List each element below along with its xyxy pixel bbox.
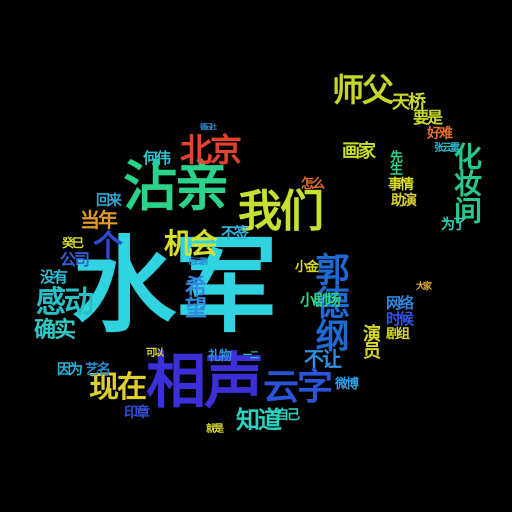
word-yanyuan: 演员: [360, 324, 381, 358]
word-beijing: 北京: [180, 131, 242, 169]
word-guodegang: 郭德纲: [309, 252, 349, 351]
word-yinzhang: 印章: [124, 405, 150, 421]
word-juzu: 剧组: [386, 327, 410, 342]
word-yaoshi: 要是: [413, 108, 443, 127]
word-haonan: 好难: [427, 126, 453, 142]
word-huazhuangjian: 化妆间: [450, 142, 483, 223]
word-shuijun: 水军: [72, 225, 278, 347]
word-shifu: 师父: [332, 71, 394, 109]
word-burang: 不让: [304, 347, 342, 371]
word-keyi: 可以: [146, 348, 164, 359]
word-yier: 一二: [243, 351, 259, 361]
word-zhangyunlei: 张云雷: [434, 143, 460, 154]
word-yueyunpeng: 岳云鹏: [188, 257, 208, 266]
word-xiwang: 希望: [181, 275, 206, 317]
word-dangnian: 当年: [80, 208, 118, 232]
word-shiqing: 事情: [388, 177, 414, 193]
word-yunzi: 云字: [263, 367, 333, 408]
word-buqian: 不签: [221, 224, 249, 242]
word-guisi: 癸巳: [62, 236, 84, 250]
word-liwu: 礼物: [208, 349, 232, 364]
word-weibo: 微博: [335, 377, 359, 392]
word-xianzai: 现在: [89, 370, 147, 405]
word-ziji: 自己: [276, 408, 300, 423]
word-dajia: 大家: [416, 282, 432, 292]
word-xiaojuchang: 小剧场: [300, 291, 341, 309]
word-xiangsheng: 相声: [146, 347, 264, 417]
word-huajia: 画家: [342, 141, 376, 162]
word-queshi: 确实: [34, 318, 76, 343]
word-weile: 为了: [441, 217, 467, 233]
word-xiaojin: 小金: [295, 260, 319, 275]
word-zhidao: 知道: [236, 406, 282, 434]
word-xiansheng: 先生: [387, 150, 402, 174]
word-zenme: 怎么: [301, 177, 325, 192]
word-hewei: 何伟: [143, 149, 171, 167]
word-yinwei: 因为: [57, 362, 83, 378]
word-ge: 个: [93, 229, 123, 264]
word-deyunshe: 德云社: [200, 123, 217, 131]
word-zhuyan: 助演: [391, 193, 417, 209]
word-jihui: 机会: [164, 227, 218, 260]
word-shihou: 时候: [386, 310, 414, 328]
word-gongsi: 公司: [60, 250, 90, 269]
word-gandong: 感动: [36, 285, 94, 320]
word-huilai: 回来: [96, 193, 122, 209]
word-women: 我们: [238, 186, 324, 237]
word-meiyou: 没有: [40, 268, 68, 286]
word-zhanqin: 沾亲: [123, 155, 229, 218]
word-yiming: 艺名: [85, 362, 111, 378]
word-wangluo: 网络: [386, 294, 414, 312]
word-jiushi: 就是: [206, 424, 224, 435]
word-tianqiao: 天桥: [392, 92, 426, 113]
